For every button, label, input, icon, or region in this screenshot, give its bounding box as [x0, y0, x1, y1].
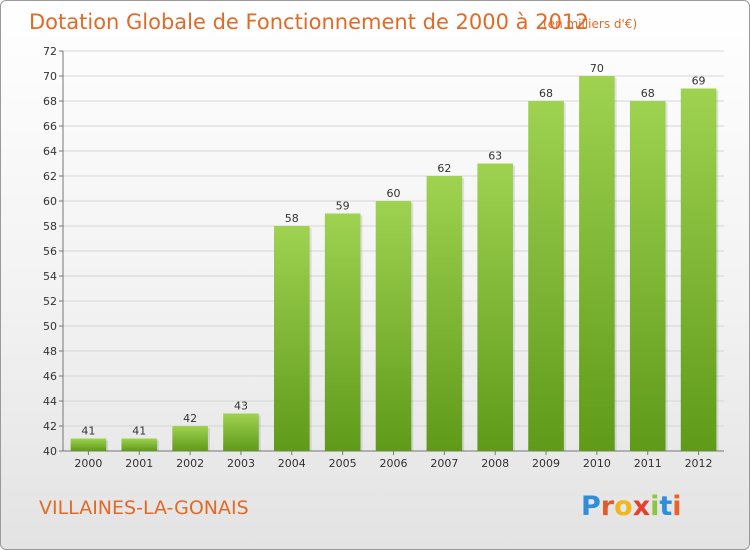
bar-value-label: 68: [539, 87, 553, 100]
x-tick-label: 2001: [125, 457, 153, 470]
x-tick-label: 2002: [176, 457, 204, 470]
logo-letter: P: [581, 491, 601, 522]
y-tick-label: 44: [43, 395, 57, 408]
y-tick-label: 50: [43, 320, 57, 333]
y-tick-label: 58: [43, 220, 57, 233]
bar: [579, 76, 615, 451]
x-tick-label: 2011: [634, 457, 662, 470]
x-tick-label: 2012: [685, 457, 713, 470]
y-tick-label: 68: [43, 95, 57, 108]
logo-letter: o: [614, 491, 633, 522]
y-tick-label: 40: [43, 445, 57, 458]
y-tick-label: 72: [43, 45, 57, 58]
bar: [70, 438, 107, 451]
x-tick-label: 2005: [329, 457, 357, 470]
logo-letter: t: [659, 491, 673, 522]
bar-value-label: 62: [437, 162, 451, 175]
x-axis-ticks: 2000 2001 2002 2003 2004 2005 2006 2007 2008 2009…: [74, 451, 713, 470]
chart-title: Dotation Globale de Fonctionnement de 20…: [29, 10, 589, 34]
chart-subtitle: (en milliers d'€): [543, 17, 638, 31]
x-tick-label: 2000: [74, 457, 102, 470]
y-tick-label: 46: [43, 370, 57, 383]
x-tick-label: 2004: [278, 457, 306, 470]
bar: [223, 413, 259, 451]
y-tick-label: 54: [43, 270, 57, 283]
bar: [528, 101, 564, 451]
y-tick-label: 56: [43, 245, 57, 258]
commune-name: VILLAINES-LA-GONAIS: [39, 497, 249, 519]
y-tick-label: 48: [43, 345, 57, 358]
bar-value-label: 58: [285, 212, 299, 225]
x-tick-label: 2006: [380, 457, 408, 470]
bar: [477, 163, 513, 451]
x-tick-label: 2008: [481, 457, 509, 470]
proxiti-logo: Proxiti: [581, 491, 682, 522]
bar-value-label: 70: [590, 62, 604, 75]
bar: [629, 101, 666, 451]
bars: 41 41 42 43 58 59 60 62 63 68 70 68 69: [70, 62, 719, 451]
bar: [324, 213, 361, 451]
logo-letter: i: [650, 491, 660, 522]
y-axis-ticks: 40 42 44 46 48 50 52 54 56 58 60 62 64 66 68 70 72: [43, 45, 63, 458]
bar-value-label: 68: [641, 87, 655, 100]
logo-letter: i: [672, 491, 682, 522]
bar: [375, 201, 412, 451]
y-tick-label: 52: [43, 295, 57, 308]
bar-value-label: 69: [692, 75, 706, 88]
bar-value-label: 59: [336, 200, 350, 213]
bar: [121, 438, 158, 451]
x-tick-label: 2007: [430, 457, 458, 470]
bar: [426, 176, 463, 451]
y-tick-label: 70: [43, 70, 57, 83]
y-tick-label: 64: [43, 145, 57, 158]
y-tick-label: 60: [43, 195, 57, 208]
bar-value-label: 41: [132, 425, 146, 438]
x-tick-label: 2010: [583, 457, 611, 470]
y-tick-label: 62: [43, 170, 57, 183]
bar-value-label: 63: [488, 150, 502, 163]
x-tick-label: 2003: [227, 457, 255, 470]
y-tick-label: 66: [43, 120, 57, 133]
x-tick-label: 2009: [532, 457, 560, 470]
bar-value-label: 42: [183, 412, 197, 425]
bar-value-label: 60: [387, 187, 401, 200]
logo-letter: r: [600, 491, 615, 522]
bar-value-label: 43: [234, 400, 248, 413]
bar: [680, 88, 717, 451]
bar-value-label: 41: [81, 425, 95, 438]
bar: [274, 226, 310, 451]
logo-letter: x: [632, 491, 651, 522]
y-tick-label: 42: [43, 420, 57, 433]
bar: [172, 426, 208, 451]
